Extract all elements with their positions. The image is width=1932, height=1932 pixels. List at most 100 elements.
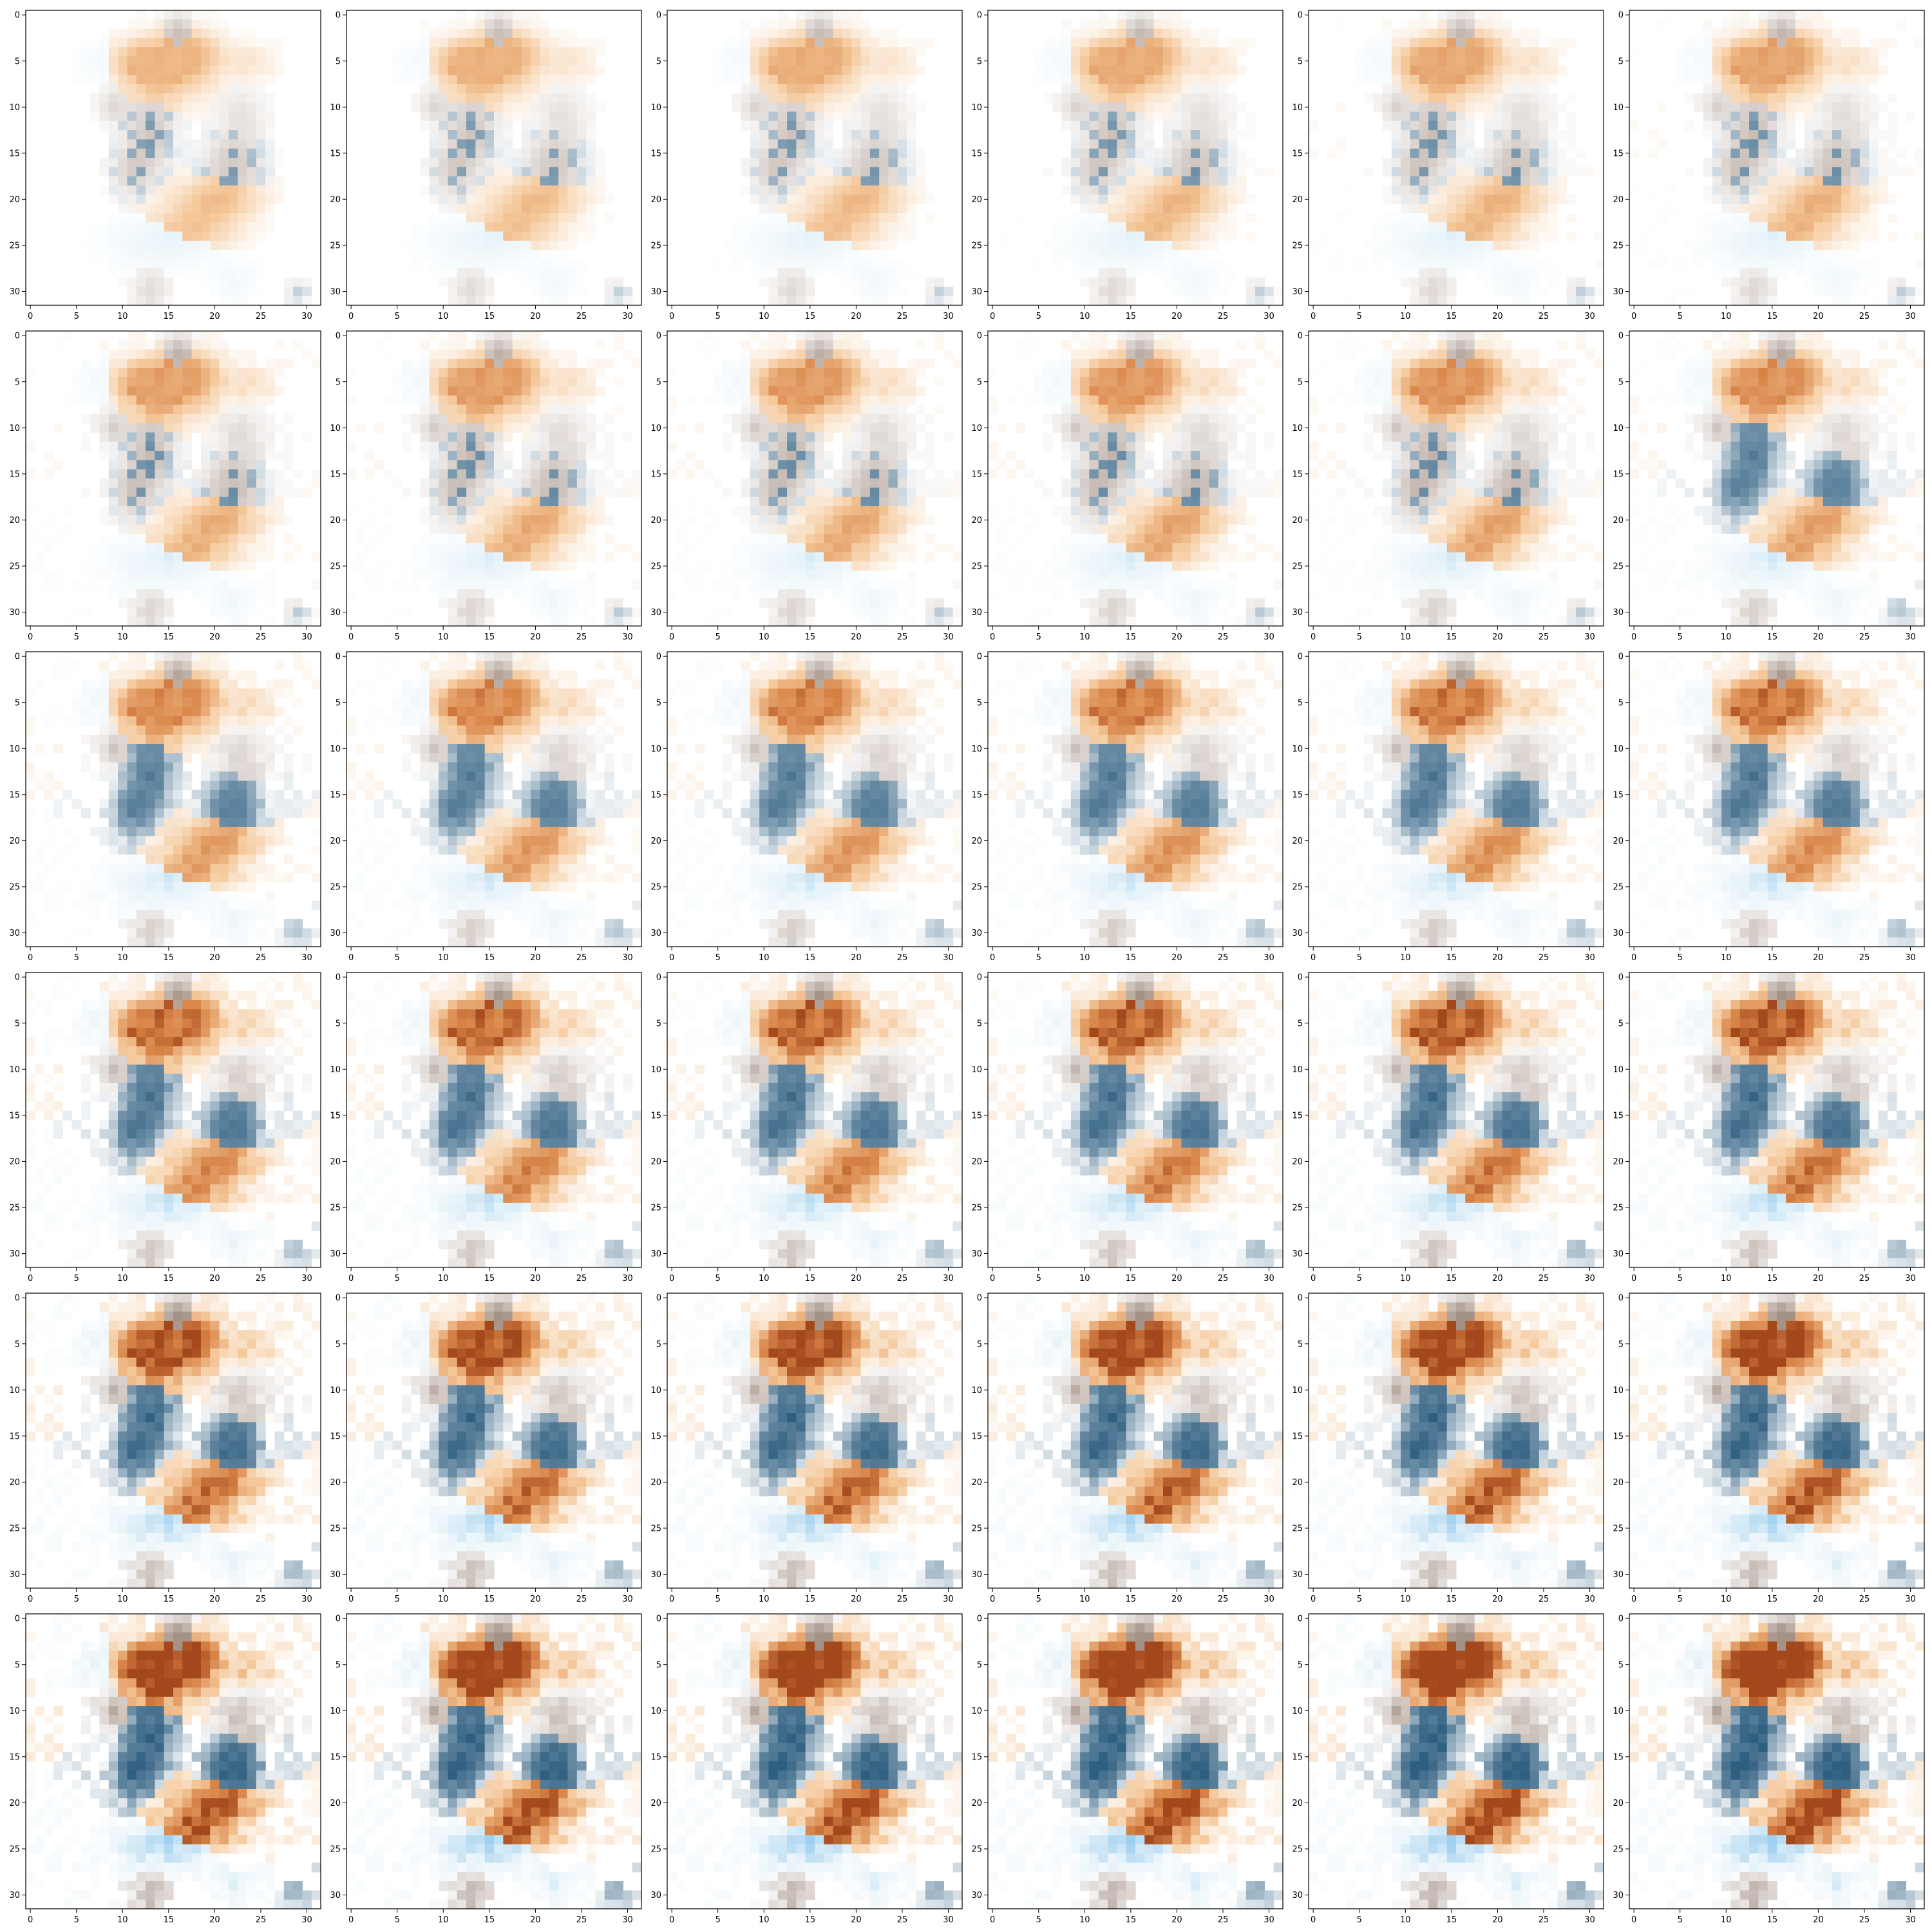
y-tick-label: 25 [330, 1524, 341, 1534]
y-tick-label: 30 [971, 608, 982, 618]
x-tick-label: 15 [484, 632, 495, 642]
y-tick-label: 5 [15, 57, 20, 66]
x-tick-label: 25 [256, 312, 267, 321]
x-tick-label: 10 [1079, 1915, 1090, 1925]
x-tick-label: 30 [1905, 1274, 1916, 1283]
x-tick-label: 30 [1584, 953, 1595, 963]
y-tick-label: 30 [9, 608, 20, 618]
x-tick-label: 5 [1678, 1595, 1683, 1604]
y-tick-label: 10 [1613, 744, 1624, 754]
y-tick-label: 30 [971, 1570, 982, 1580]
x-tick-label: 30 [1584, 312, 1595, 321]
y-tick-label: 10 [1292, 1707, 1303, 1716]
x-tick-label: 5 [74, 953, 79, 963]
x-tick-label: 10 [1721, 1274, 1732, 1283]
y-tick-label: 10 [1292, 1065, 1303, 1075]
y-tick-label: 10 [971, 103, 982, 113]
y-tick-label: 5 [1298, 57, 1303, 66]
x-tick-label: 20 [851, 1274, 862, 1283]
x-tick-label: 5 [1357, 1274, 1362, 1283]
y-tick-label: 20 [971, 516, 982, 526]
x-tick-label: 10 [1079, 632, 1090, 642]
x-tick-label: 0 [348, 953, 354, 963]
y-tick-label: 30 [1292, 929, 1303, 938]
x-tick-label: 0 [1631, 1595, 1636, 1604]
y-tick-label: 25 [971, 1204, 982, 1213]
y-tick-label: 0 [656, 652, 661, 662]
y-tick-label: 5 [977, 1019, 982, 1028]
x-tick-label: 20 [1171, 312, 1182, 321]
x-tick-label: 5 [1357, 1915, 1362, 1925]
x-tick-label: 20 [1813, 312, 1824, 321]
x-tick-label: 5 [1036, 312, 1041, 321]
y-tick-label: 25 [9, 883, 20, 893]
x-tick-label: 10 [1079, 953, 1090, 963]
y-tick-label: 0 [656, 1294, 661, 1303]
y-tick-label: 0 [15, 1615, 20, 1624]
y-tick-label: 30 [9, 1891, 20, 1900]
x-tick-label: 30 [1264, 1915, 1274, 1925]
x-tick-label: 5 [715, 632, 721, 642]
y-tick-label: 30 [971, 1249, 982, 1259]
x-tick-label: 15 [1767, 1595, 1778, 1604]
y-tick-label: 20 [9, 1799, 20, 1808]
x-tick-label: 30 [943, 632, 954, 642]
y-tick-label: 30 [1613, 929, 1624, 938]
y-tick-label: 10 [9, 1386, 20, 1396]
y-tick-label: 20 [9, 837, 20, 846]
x-tick-label: 20 [1492, 1274, 1503, 1283]
x-tick-label: 10 [1721, 1595, 1732, 1604]
y-tick-label: 15 [650, 790, 661, 800]
y-tick-label: 10 [1292, 103, 1303, 113]
y-tick-label: 5 [15, 377, 20, 387]
y-tick-label: 5 [1298, 1660, 1303, 1670]
y-tick-label: 20 [330, 1799, 341, 1808]
y-tick-label: 30 [650, 1891, 661, 1900]
y-tick-label: 30 [330, 1570, 341, 1580]
x-tick-label: 30 [301, 1274, 312, 1283]
y-tick-label: 0 [1618, 652, 1624, 662]
y-tick-label: 20 [971, 837, 982, 846]
y-tick-label: 15 [1613, 469, 1624, 479]
x-tick-label: 15 [164, 1595, 175, 1604]
x-tick-label: 25 [897, 632, 908, 642]
x-tick-label: 5 [395, 953, 400, 963]
x-tick-label: 5 [395, 1915, 400, 1925]
x-tick-label: 20 [851, 1915, 862, 1925]
x-tick-label: 5 [1036, 1595, 1041, 1604]
x-tick-label: 25 [1859, 953, 1870, 963]
y-tick-label: 5 [656, 377, 661, 387]
x-tick-label: 30 [943, 1274, 954, 1283]
y-tick-label: 0 [977, 1294, 982, 1303]
x-tick-label: 10 [117, 632, 128, 642]
x-tick-label: 10 [1079, 312, 1090, 321]
y-tick-label: 0 [15, 11, 20, 21]
x-tick-label: 0 [990, 632, 995, 642]
y-tick-label: 0 [1298, 1294, 1303, 1303]
y-tick-label: 25 [1292, 242, 1303, 251]
x-tick-label: 15 [1126, 632, 1137, 642]
y-tick-label: 15 [330, 1111, 341, 1121]
y-tick-label: 0 [656, 1615, 661, 1624]
y-tick-label: 25 [1613, 1524, 1624, 1534]
y-tick-label: 15 [9, 790, 20, 800]
x-tick-label: 25 [897, 1915, 908, 1925]
y-tick-label: 30 [1613, 287, 1624, 297]
y-tick-label: 5 [336, 1340, 341, 1349]
x-tick-label: 10 [1400, 1274, 1411, 1283]
x-tick-label: 30 [301, 632, 312, 642]
y-tick-label: 15 [1292, 149, 1303, 158]
x-tick-label: 30 [1905, 312, 1916, 321]
y-tick-label: 15 [330, 790, 341, 800]
y-tick-label: 20 [1613, 516, 1624, 526]
x-tick-label: 0 [1631, 1915, 1636, 1925]
y-tick-label: 5 [977, 698, 982, 708]
